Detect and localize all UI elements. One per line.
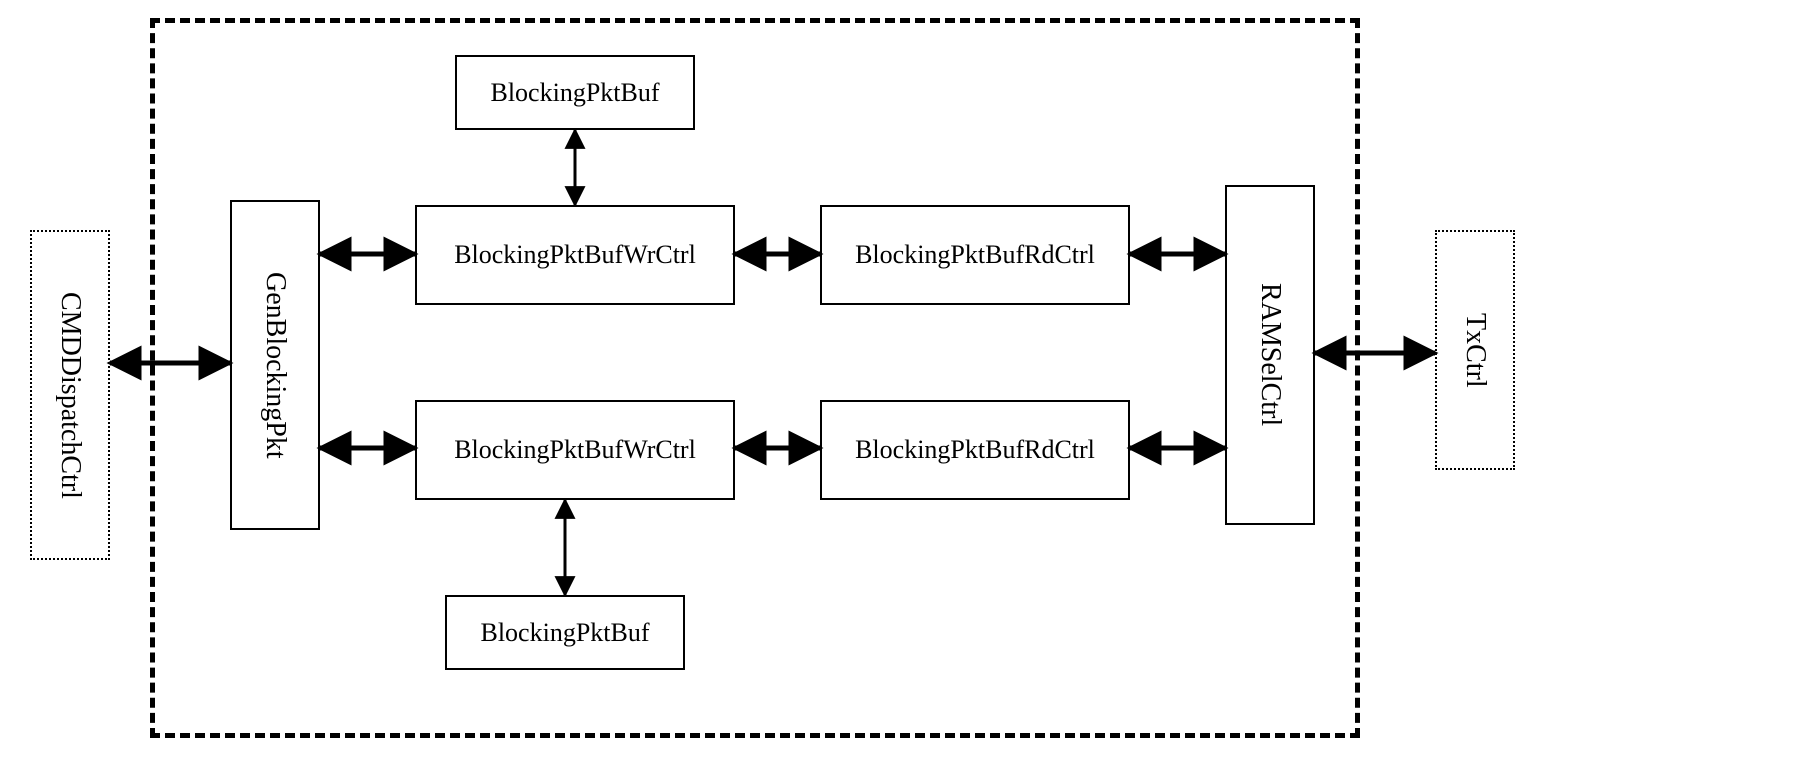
blocking-pkt-buf-rd-ctrl-top-label: BlockingPktBufRdCtrl <box>855 240 1095 270</box>
tx-ctrl-label: TxCtrl <box>1459 313 1491 388</box>
gen-blocking-pkt-block: GenBlockingPkt <box>230 200 320 530</box>
ram-sel-ctrl-label: RAMSelCtrl <box>1254 283 1286 426</box>
blocking-pkt-buf-wr-ctrl-bot-label: BlockingPktBufWrCtrl <box>454 435 696 465</box>
blocking-pkt-buf-rd-ctrl-bot-block: BlockingPktBufRdCtrl <box>820 400 1130 500</box>
blocking-pkt-buf-bot-label: BlockingPktBuf <box>480 618 649 648</box>
gen-blocking-pkt-label: GenBlockingPkt <box>259 272 291 459</box>
blocking-pkt-buf-top-label: BlockingPktBuf <box>490 78 659 108</box>
blocking-pkt-buf-wr-ctrl-top-block: BlockingPktBufWrCtrl <box>415 205 735 305</box>
tx-ctrl-block: TxCtrl <box>1435 230 1515 470</box>
module-boundary <box>150 18 1360 738</box>
blocking-pkt-buf-bot-block: BlockingPktBuf <box>445 595 685 670</box>
cmd-dispatch-ctrl-block: CMDDispatchCtrl <box>30 230 110 560</box>
blocking-pkt-buf-top-block: BlockingPktBuf <box>455 55 695 130</box>
blocking-pkt-buf-wr-ctrl-top-label: BlockingPktBufWrCtrl <box>454 240 696 270</box>
ram-sel-ctrl-block: RAMSelCtrl <box>1225 185 1315 525</box>
blocking-pkt-buf-rd-ctrl-bot-label: BlockingPktBufRdCtrl <box>855 435 1095 465</box>
blocking-pkt-buf-wr-ctrl-bot-block: BlockingPktBufWrCtrl <box>415 400 735 500</box>
cmd-dispatch-ctrl-label: CMDDispatchCtrl <box>54 292 86 499</box>
blocking-pkt-buf-rd-ctrl-top-block: BlockingPktBufRdCtrl <box>820 205 1130 305</box>
